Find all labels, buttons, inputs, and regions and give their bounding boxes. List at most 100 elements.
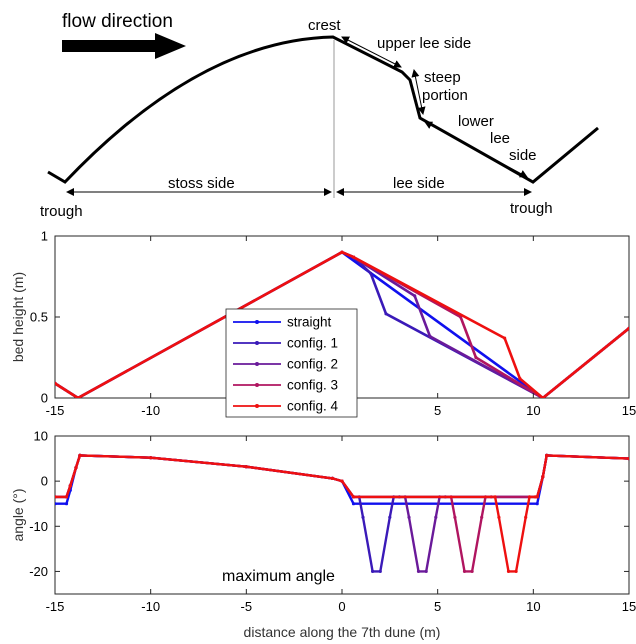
data-point <box>541 396 545 398</box>
x-tick-label: -10 <box>141 403 160 418</box>
data-point <box>384 312 388 316</box>
flow-direction-label: flow direction <box>62 11 173 32</box>
x-tick-label: 10 <box>526 403 540 418</box>
legend-label: config. 3 <box>287 378 338 393</box>
lower-lee-arrow <box>424 121 528 178</box>
y-axis-label: bed height (m) <box>10 272 26 362</box>
data-point <box>388 515 392 519</box>
data-point <box>351 495 356 499</box>
data-point <box>149 456 153 460</box>
y-tick-label: 0.5 <box>30 310 48 325</box>
crest-label: crest <box>308 17 341 34</box>
data-point <box>244 465 248 469</box>
legend-marker <box>255 341 259 345</box>
legend-label: config. 1 <box>287 336 338 351</box>
maximum-angle-annotation: maximum angle <box>222 568 335 585</box>
data-point <box>462 569 467 574</box>
data-point <box>55 502 57 506</box>
y-tick-label: -10 <box>29 519 48 534</box>
data-point <box>474 355 478 360</box>
data-point <box>378 569 382 574</box>
data-point <box>369 271 373 275</box>
flow-arrow-icon <box>62 33 186 59</box>
data-point <box>627 326 629 330</box>
data-point <box>78 453 82 457</box>
data-point <box>351 255 356 259</box>
data-point <box>627 457 629 461</box>
y-tick-label: 0 <box>41 391 48 406</box>
steep-label-2: portion <box>422 87 468 104</box>
data-point <box>361 515 365 519</box>
x-tick-label: 10 <box>526 599 540 614</box>
bed-height-chart: -15-10-505101500.51 bed height (m) strai… <box>10 229 636 419</box>
data-point <box>541 475 545 479</box>
data-point <box>497 515 501 519</box>
legend-marker <box>255 320 259 324</box>
data-point <box>68 484 72 488</box>
data-point <box>535 495 539 499</box>
steep-arrow <box>411 69 426 115</box>
lower-lee-label-1: lower <box>458 113 494 130</box>
data-point <box>55 495 57 499</box>
data-point <box>74 466 78 470</box>
data-point <box>407 515 411 519</box>
legend-marker <box>255 383 259 387</box>
data-point <box>330 476 334 480</box>
x-tick-label: -5 <box>241 599 253 614</box>
y-tick-label: -20 <box>29 564 48 579</box>
data-point <box>76 396 80 398</box>
data-point <box>524 515 528 519</box>
data-point <box>480 515 484 519</box>
angle-chart: -15 -10 -5 0 5 10 15 -20 -10 0 10 angle (°) distan… <box>10 429 636 641</box>
x-tick-label: 15 <box>622 403 636 418</box>
upper-lee-arrow <box>341 36 402 68</box>
data-point <box>351 502 356 506</box>
data-point <box>545 453 549 457</box>
data-point <box>503 336 507 340</box>
y-axis-label: angle (°) <box>10 488 26 541</box>
x-tick-label: -15 <box>46 403 65 418</box>
x-tick-label: 15 <box>622 599 636 614</box>
y-tick-label: 1 <box>41 229 48 244</box>
x-tick-label: -10 <box>141 599 160 614</box>
data-point <box>535 502 539 506</box>
data-point <box>424 569 428 574</box>
data-point <box>428 334 432 338</box>
upper-lee-label: upper lee side <box>377 35 471 52</box>
data-point <box>527 495 532 499</box>
data-point <box>371 569 375 574</box>
x-tick-label: 5 <box>434 599 441 614</box>
legend-marker <box>255 362 259 366</box>
legend-label: config. 4 <box>287 399 339 414</box>
data-point <box>340 479 344 483</box>
data-point <box>453 515 457 519</box>
trough-right-label: trough <box>510 200 553 217</box>
y-tick-label: 0 <box>41 474 48 489</box>
series-line-4 <box>55 250 629 398</box>
data-point <box>413 294 417 298</box>
y-tick-label: 10 <box>34 429 48 444</box>
data-point <box>518 377 522 381</box>
stoss-side-label: stoss side <box>168 175 235 192</box>
data-point <box>514 569 518 574</box>
data-point <box>493 495 497 499</box>
dune-schematic: flow direction crest upper lee side stee… <box>40 11 599 220</box>
data-point <box>64 495 69 499</box>
lower-lee-label-2: lee <box>490 130 510 147</box>
data-point <box>470 569 474 574</box>
lee-side-label: lee side <box>393 175 445 192</box>
data-point <box>64 502 69 506</box>
legend-box <box>225 308 358 418</box>
trough-left-label: trough <box>40 203 83 220</box>
data-point <box>434 515 438 519</box>
legend-marker <box>255 404 259 408</box>
x-axis-label: distance along the 7th dune (m) <box>244 624 441 640</box>
plot-frame <box>54 435 630 595</box>
data-point <box>506 569 511 574</box>
legend: straight config. 1 config. 2 config. 3 confi… <box>225 308 358 418</box>
x-tick-label: 0 <box>338 599 345 614</box>
lower-lee-label-3: side <box>509 147 537 164</box>
data-point <box>340 250 344 254</box>
data-point <box>55 381 57 385</box>
